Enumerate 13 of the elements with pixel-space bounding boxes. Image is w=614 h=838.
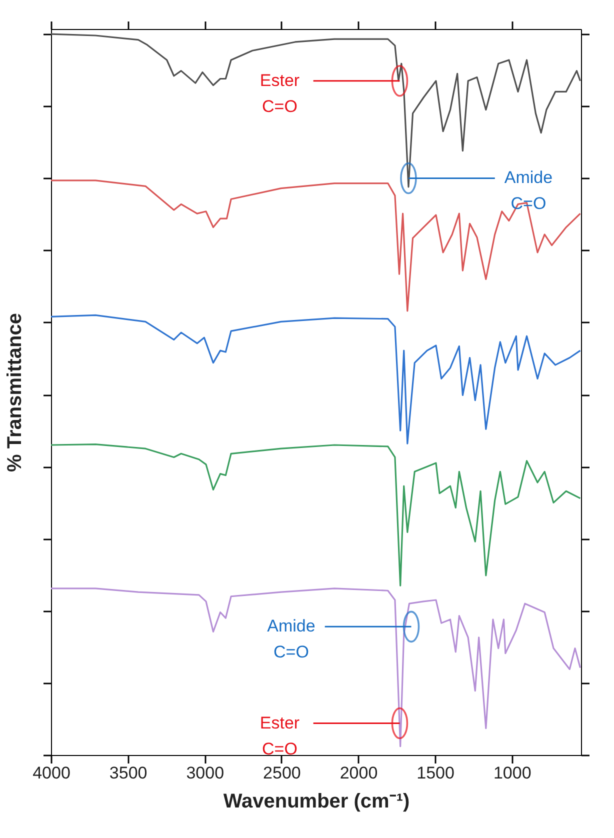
x-tick-label: 3500 [109,764,148,782]
annotation: Ester C=O [260,70,300,116]
x-tick-label: 3000 [186,764,224,782]
annotation: Amide C=O [267,616,316,662]
x-tick-label: 1500 [416,764,454,782]
x-tick-label: 2000 [340,764,378,782]
x-axis-title: Wavenumber (cm⁻¹) [223,790,410,812]
annotation: Amide C=O [504,168,553,214]
x-tick-label: 2500 [263,764,301,782]
annotation: Ester C=O [260,713,300,758]
x-tick-label: 1000 [493,764,532,782]
y-axis-title: % Transmittance [4,313,26,472]
x-tick-label: 4000 [32,764,70,782]
